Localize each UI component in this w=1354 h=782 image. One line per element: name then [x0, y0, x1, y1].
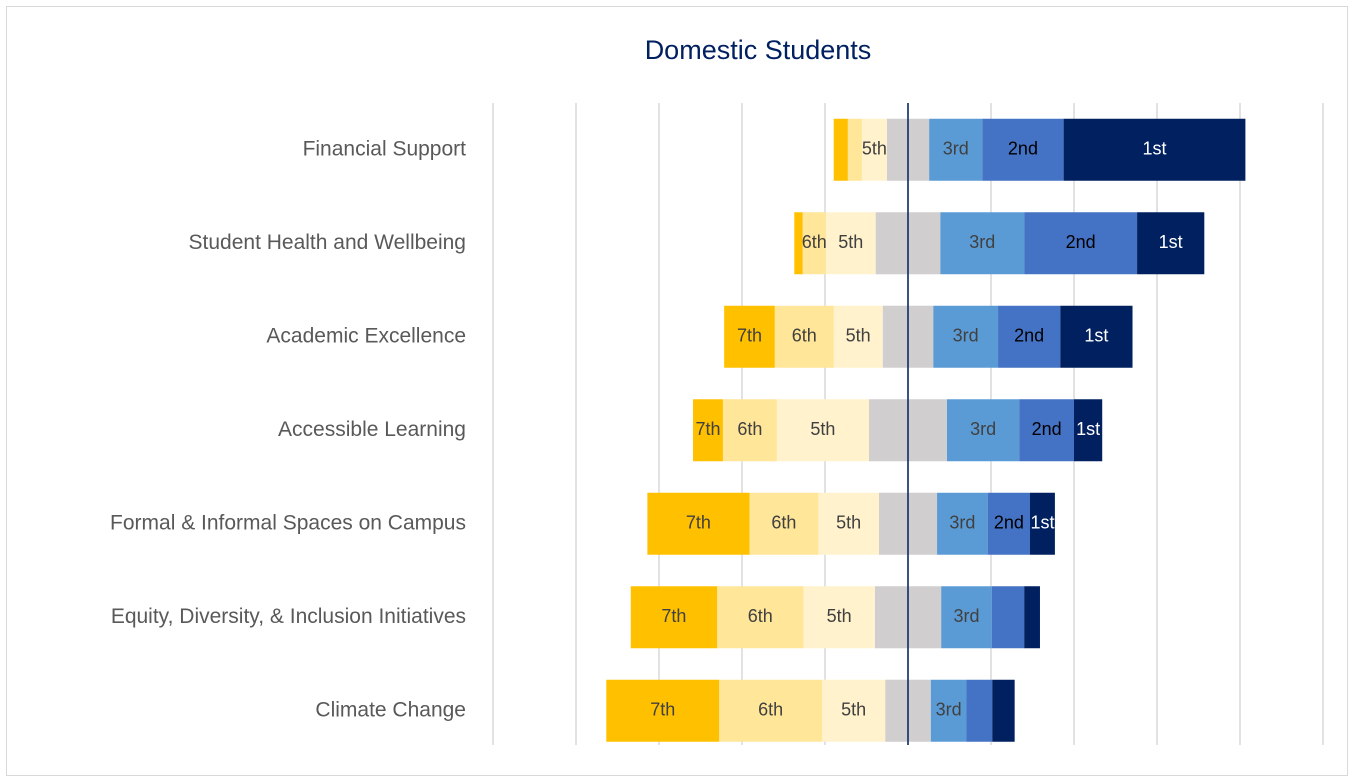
bar-segment — [1019, 399, 1074, 462]
bar-segment — [693, 399, 723, 462]
segment-label: 6th — [758, 700, 783, 720]
bar-segment — [774, 305, 834, 368]
bar-segment — [998, 305, 1061, 368]
category-label: Accessible Learning — [278, 418, 466, 441]
segment-label: 7th — [686, 513, 711, 533]
chart-title: Domestic Students — [645, 35, 872, 65]
segment-label: 1st — [1030, 513, 1054, 533]
segment-label: 3rd — [949, 513, 975, 533]
bar-segment — [822, 679, 886, 742]
bar-segment — [776, 399, 869, 462]
bar-segment — [749, 492, 819, 555]
segment-label: 3rd — [954, 606, 980, 626]
segment-label: 1st — [1159, 232, 1183, 252]
bar-segment — [630, 586, 718, 649]
bar-segment — [1137, 212, 1205, 275]
bar-segment — [847, 118, 862, 181]
bar-segment — [647, 492, 750, 555]
segment-label: 6th — [802, 232, 827, 252]
segment-label: 7th — [661, 606, 686, 626]
segment-label: 2nd — [1032, 419, 1062, 439]
bar-segment — [722, 399, 777, 462]
bar-segment — [992, 679, 1015, 742]
segment-label: 1st — [1143, 139, 1167, 159]
bar-segment — [941, 586, 992, 649]
bar-segment — [803, 586, 875, 649]
bar-segment — [833, 305, 883, 368]
segment-label: 3rd — [970, 419, 996, 439]
segment-label: 3rd — [943, 139, 969, 159]
segment-label: 2nd — [1066, 232, 1096, 252]
segment-label: 5th — [838, 232, 863, 252]
bar-segment — [861, 118, 887, 181]
segment-label: 5th — [827, 606, 852, 626]
bar-segment — [966, 679, 993, 742]
segment-label: 2nd — [994, 513, 1024, 533]
bar-segment — [833, 118, 848, 181]
segment-label: 2nd — [1014, 326, 1044, 346]
category-label: Financial Support — [303, 137, 467, 160]
bar-segment — [802, 212, 826, 275]
segment-label: 5th — [846, 326, 871, 346]
bar-segment — [929, 118, 983, 181]
category-label: Academic Excellence — [266, 324, 466, 347]
bar-segment — [1024, 212, 1138, 275]
bar-segment — [794, 212, 803, 275]
bar-segment — [991, 586, 1025, 649]
bar-segment — [724, 305, 775, 368]
segment-label: 3rd — [969, 232, 995, 252]
bar-segment — [937, 492, 988, 555]
segment-label: 5th — [836, 513, 861, 533]
bar-segment — [1024, 586, 1040, 649]
category-label: Climate Change — [315, 698, 466, 721]
segment-label: 1st — [1076, 419, 1100, 439]
bar-segment — [1030, 492, 1055, 555]
segment-label: 7th — [650, 700, 675, 720]
bar-segment — [717, 586, 804, 649]
segment-label: 6th — [748, 606, 773, 626]
segment-label: 6th — [737, 419, 762, 439]
segment-label: 5th — [810, 419, 835, 439]
category-label: Equity, Diversity, & Inclusion Initiativ… — [111, 605, 466, 628]
bar-segment — [606, 679, 720, 742]
bar-segment — [818, 492, 879, 555]
segment-label: 3rd — [953, 326, 979, 346]
segment-label: 7th — [737, 326, 762, 346]
bar-segment — [930, 679, 967, 742]
segment-label: 3rd — [936, 700, 962, 720]
segment-label: 6th — [771, 513, 796, 533]
bar-segment — [987, 492, 1031, 555]
bar-segment — [947, 399, 1020, 462]
segment-label: 7th — [695, 419, 720, 439]
bar-segment — [1074, 399, 1103, 462]
category-label: Formal & Informal Spaces on Campus — [110, 511, 466, 534]
bar-segment — [1063, 118, 1246, 181]
bar-segment — [719, 679, 823, 742]
segment-label: 5th — [841, 700, 866, 720]
segment-label: 5th — [862, 139, 887, 159]
bar-segment — [933, 305, 999, 368]
segment-label: 2nd — [1008, 139, 1038, 159]
bar-segment — [1060, 305, 1133, 368]
segment-label: 6th — [792, 326, 817, 346]
category-label: Student Health and Wellbeing — [189, 231, 466, 254]
bar-segment — [940, 212, 1025, 275]
segment-label: 1st — [1084, 326, 1108, 346]
bar-segment — [982, 118, 1064, 181]
bar-segment — [825, 212, 876, 275]
